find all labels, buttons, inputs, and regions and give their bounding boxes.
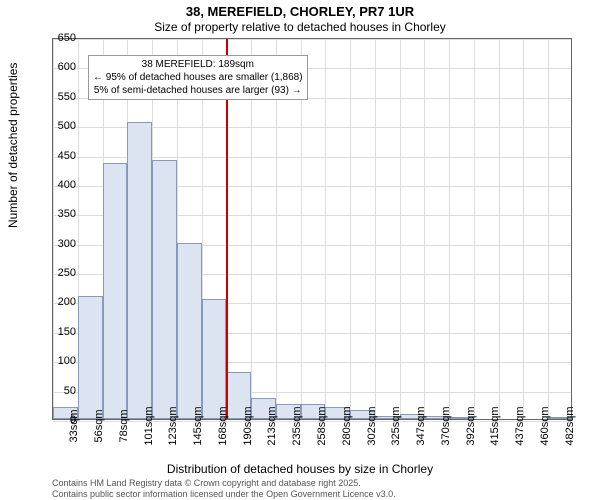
xtick-label: 213sqm: [266, 406, 278, 445]
gridline-h: [53, 39, 571, 40]
xtick-label: 190sqm: [242, 406, 254, 445]
gridline-v: [474, 39, 475, 419]
chart-title-sub: Size of property relative to detached ho…: [0, 20, 600, 34]
ytick-label: 200: [58, 296, 76, 308]
x-axis-label: Distribution of detached houses by size …: [0, 462, 600, 476]
xtick-label: 101sqm: [143, 406, 155, 445]
ytick-label: 500: [58, 120, 76, 132]
xtick-label: 460sqm: [539, 406, 551, 445]
xtick-label: 145sqm: [192, 406, 204, 445]
info-line3: 5% of semi-detached houses are larger (9…: [93, 84, 303, 97]
gridline-v: [400, 39, 401, 419]
histogram-bar: [177, 243, 202, 419]
xtick-label: 123sqm: [167, 406, 179, 445]
attribution-line2: Contains public sector information licen…: [52, 489, 396, 500]
xtick-label: 370sqm: [440, 406, 452, 445]
chart-container: 38 MEREFIELD: 189sqm← 95% of detached ho…: [52, 38, 572, 420]
info-box: 38 MEREFIELD: 189sqm← 95% of detached ho…: [88, 55, 308, 100]
xtick-label: 258sqm: [316, 406, 328, 445]
xtick-label: 392sqm: [465, 406, 477, 445]
ytick-label: 350: [58, 208, 76, 220]
attribution-text: Contains HM Land Registry data © Crown c…: [52, 478, 396, 500]
xtick-label: 325sqm: [390, 406, 402, 445]
y-axis-label: Number of detached properties: [6, 63, 20, 228]
xtick-label: 78sqm: [118, 409, 130, 442]
xtick-label: 302sqm: [366, 406, 378, 445]
histogram-bar: [78, 296, 103, 419]
gridline-v: [548, 39, 549, 419]
gridline-v: [325, 39, 326, 419]
ytick-label: 600: [58, 61, 76, 73]
xtick-label: 437sqm: [514, 406, 526, 445]
ytick-label: 400: [58, 179, 76, 191]
ytick-label: 100: [58, 355, 76, 367]
ytick-label: 550: [58, 91, 76, 103]
xtick-label: 168sqm: [217, 406, 229, 445]
xtick-label: 482sqm: [564, 406, 576, 445]
histogram-bar: [152, 160, 177, 419]
xtick-label: 280sqm: [341, 406, 353, 445]
histogram-bar: [202, 299, 227, 419]
gridline-v: [523, 39, 524, 419]
xtick-label: 56sqm: [93, 409, 105, 442]
gridline-v: [53, 39, 54, 419]
ytick-label: 50: [64, 385, 76, 397]
gridline-v: [350, 39, 351, 419]
info-line2: ← 95% of detached houses are smaller (1,…: [93, 71, 303, 84]
gridline-v: [424, 39, 425, 419]
xtick-label: 33sqm: [68, 409, 80, 442]
histogram-bar: [127, 122, 152, 419]
gridline-v: [499, 39, 500, 419]
chart-title-main: 38, MEREFIELD, CHORLEY, PR7 1UR: [0, 4, 600, 19]
info-line1: 38 MEREFIELD: 189sqm: [93, 58, 303, 71]
ytick-label: 650: [58, 32, 76, 44]
histogram-bar: [103, 163, 128, 419]
xtick-label: 347sqm: [415, 406, 427, 445]
gridline-v: [375, 39, 376, 419]
ytick-label: 150: [58, 326, 76, 338]
ytick-label: 300: [58, 238, 76, 250]
ytick-label: 450: [58, 150, 76, 162]
plot-area: 38 MEREFIELD: 189sqm← 95% of detached ho…: [52, 38, 572, 420]
attribution-line1: Contains HM Land Registry data © Crown c…: [52, 478, 396, 489]
xtick-label: 235sqm: [291, 406, 303, 445]
gridline-v: [449, 39, 450, 419]
ytick-label: 250: [58, 267, 76, 279]
xtick-label: 415sqm: [489, 406, 501, 445]
